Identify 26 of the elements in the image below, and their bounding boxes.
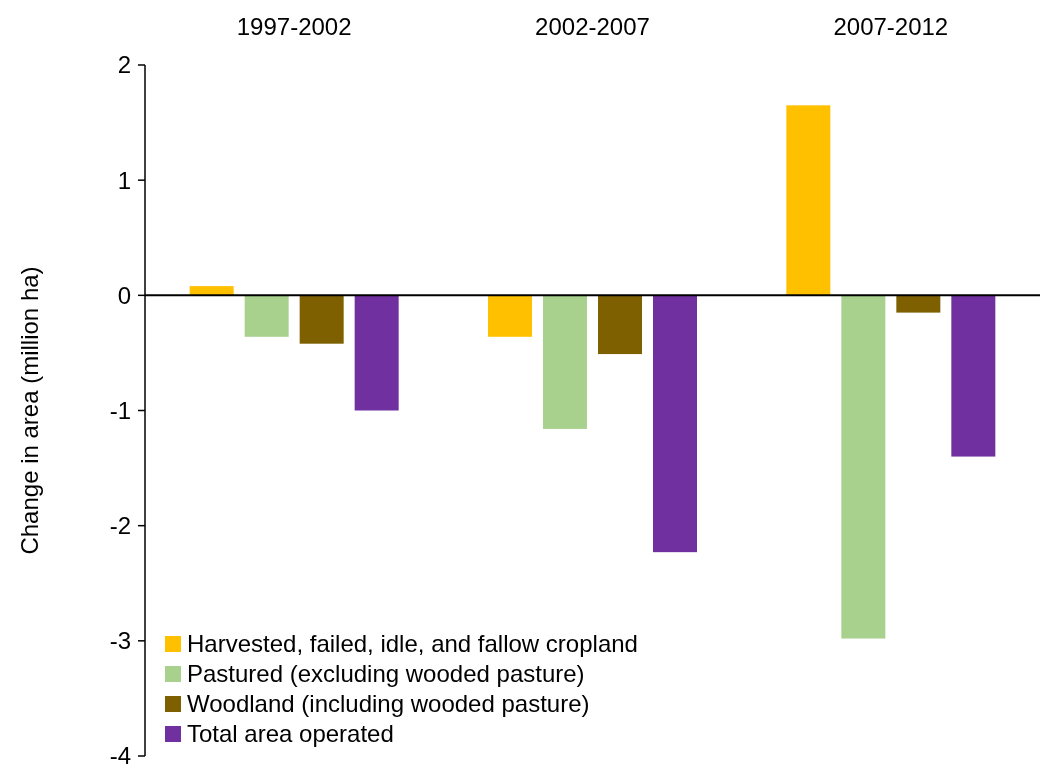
bar <box>299 295 344 344</box>
legend-label: Total area operated <box>187 720 394 748</box>
bar <box>543 295 587 429</box>
bar <box>354 295 399 411</box>
y-tick-label: -2 <box>109 512 131 540</box>
x-tick-label: 2002-2007 <box>535 13 650 40</box>
bar <box>598 295 642 355</box>
legend-label: Harvested, failed, idle, and fallow cropland <box>187 630 638 658</box>
legend-label: Woodland (including wooded pasture) <box>187 690 590 718</box>
bar <box>951 295 996 457</box>
x-tick-label: 2007-2012 <box>833 13 949 40</box>
bar <box>786 105 831 296</box>
y-tick-label: -1 <box>109 396 131 424</box>
bar <box>841 295 886 639</box>
y-tick-label: -3 <box>109 627 131 655</box>
y-tick-label: 1 <box>117 166 131 194</box>
y-tick-label: 2 <box>117 51 131 79</box>
y-tick-label: 0 <box>117 281 131 309</box>
y-axis-title: Change in area (million ha) <box>16 266 43 555</box>
bar <box>488 295 532 337</box>
legend-label: Pastured (excluding wooded pasture) <box>187 660 585 688</box>
y-tick-label: -4 <box>109 742 131 770</box>
bar <box>896 295 941 313</box>
x-tick-label: 1997-2002 <box>236 13 352 40</box>
bar <box>653 295 697 553</box>
bar <box>244 295 289 337</box>
